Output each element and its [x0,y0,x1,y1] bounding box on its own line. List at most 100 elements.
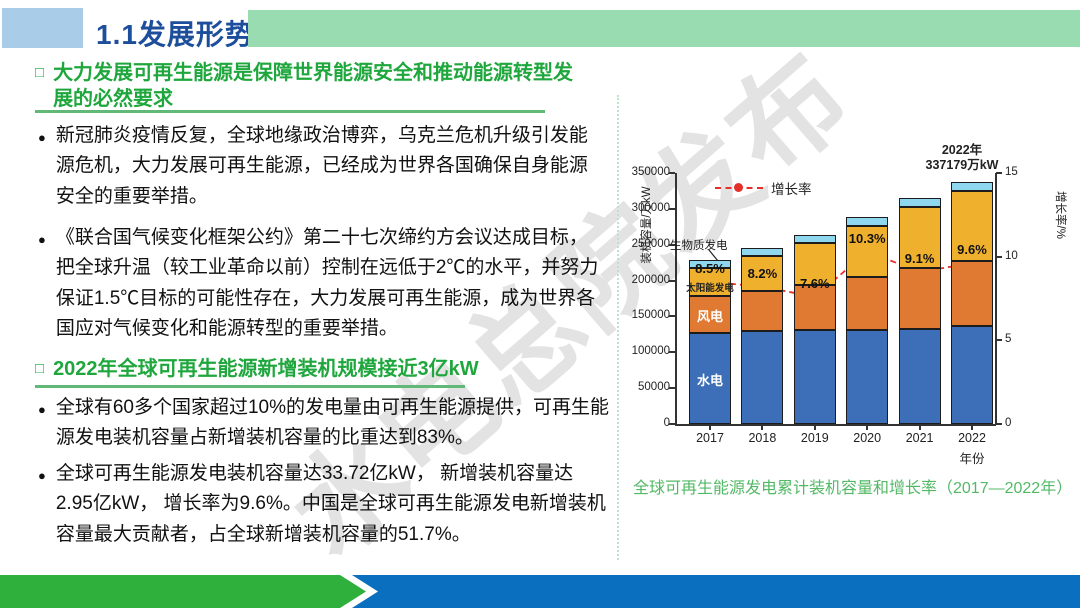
bar-segment-生物质发电 [846,217,889,227]
growth-rate-value-label: 9.6% [957,242,987,258]
y-tick-mark [669,172,675,174]
y-tick-mark [669,315,675,318]
growth-rate-value-label: 10.3% [848,230,886,246]
bullet-item: ● 新冠肺炎疫情反复，全球地缘政治博弈，乌克兰危机升级引发能源危机，大力发展可再… [38,121,606,212]
dot-bullet-icon: ● [38,232,46,247]
bar-segment-水电 [898,328,941,424]
x-axis-unit-label: 年份 [959,452,985,466]
series-label-水电: 水电 [696,373,723,389]
bar-segment-风电 [741,290,784,332]
bar-segment-水电 [846,330,889,424]
bar-segment-生物质发电 [793,234,836,244]
bar-segment-风电 [846,277,889,331]
y-tick-label: 50000 [638,381,670,394]
y-tick-label: 350000 [631,166,670,178]
legend-label: 增长率 [771,182,812,197]
peak-value-annotation: 2022年 337179万kW [882,143,1042,173]
bullet-text: 《联合国气候变化框架公约》第二十七次缔约方会议达成目标，把全球升温（较工业革命以… [55,227,599,340]
x-tick-label: 2018 [748,431,777,445]
bar-segment-太阳能发电 [898,207,941,269]
annotation-year: 2022年 [941,143,983,157]
bar-segment-太阳能发电 [741,255,784,291]
y2-tick-label: 0 [1005,417,1012,429]
y-tick-label: 100000 [631,345,670,358]
x-tick-label: 2022 [958,431,986,445]
bar-segment-风电 [689,295,731,333]
y2-axis-title: 增长率/% [1054,191,1066,239]
bar-segment-风电 [951,260,993,327]
y-tick-mark [669,351,675,354]
y-tick-mark [669,423,675,425]
bar-segment-生物质发电 [951,182,993,191]
y2-tick-mark [996,423,1002,425]
bar-segment-太阳能发电 [793,243,836,286]
x-tick-label: 2019 [800,431,829,445]
x-tick-mark [709,425,711,430]
y-tick-mark [669,207,675,210]
vertical-divider [617,95,619,560]
x-axis-line [675,424,996,426]
x-tick-mark [918,425,921,430]
growth-line-legend-icon [715,180,763,196]
bar-segment-风电 [898,268,941,329]
section-heading-1-text: 大力发展可再生能源是保障世界能源安全和推动能源转型发展的必然要求 [53,62,574,110]
bullet-text: 新冠肺炎疫情反复，全球地缘政治博弈，乌克兰危机升级引发能源危机，大力发展可再生能… [55,125,588,207]
header-accent-box [2,8,83,48]
growth-rate-value-label: 9.1% [904,250,935,266]
y2-axis-line [995,173,997,424]
bar-segment-生物质发电 [689,260,731,269]
y2-tick-mark [996,172,1002,174]
bullet-text: 全球有60多个国家超过10%的发电量由可再生能源提供，可再生能源发电装机容量占新… [55,397,610,449]
dot-bullet-icon: ● [38,468,46,483]
y-tick-mark [669,387,675,390]
growth-rate-value-label: 7.6% [799,275,830,291]
x-tick-mark [866,425,869,430]
y2-tick-label: 5 [1005,333,1012,346]
x-tick-mark [761,425,764,430]
y2-tick-label: 10 [1005,249,1018,262]
growth-rate-value-label: 8.5% [695,260,725,276]
bottom-blue-bar [352,575,1080,608]
bullet-text: 全球可再生能源发电装机容量达33.72亿kW， 新增装机容量达2.95亿kW， … [55,463,606,545]
bullet-item: ● 全球可再生能源发电装机容量达33.72亿kW， 新增装机容量达2.95亿kW… [38,459,610,550]
legend: 增长率 [715,178,812,198]
biomass-series-label: 生物质发电 [670,240,728,252]
y-tick-label: 250000 [631,237,670,250]
page-title: 1.1发展形势 [96,19,254,50]
dot-bullet-icon: ● [38,402,46,417]
y-tick-label: 300000 [631,201,670,214]
bar-segment-水电 [741,331,784,424]
y-tick-mark [669,279,675,282]
y-tick-label: 150000 [631,309,670,322]
x-tick-label: 2017 [696,431,724,445]
y2-tick-label: 15 [1005,166,1018,178]
square-bullet-icon: □ [35,360,45,377]
square-bullet-icon: □ [35,64,45,81]
y2-tick-mark [996,339,1002,342]
x-tick-label: 2021 [905,431,934,445]
heading-underline [35,110,545,113]
series-label-风电: 风电 [696,309,723,325]
dot-bullet-icon: ● [38,130,46,145]
y-axis-line [675,173,677,424]
series-label-太阳能发电: 太阳能发电 [686,283,734,295]
section-heading-2-text: 2022年全球可再生能源新增装机规模接近3亿kW [53,358,479,380]
x-tick-mark [813,425,816,430]
bar-segment-水电 [793,330,836,424]
y-tick-label: 0 [663,417,670,429]
growth-rate-value-label: 8.2% [747,265,778,281]
bar-segment-风电 [793,285,836,331]
bar-segment-生物质发电 [898,198,941,208]
bar-segment-水电 [689,332,731,424]
bar-segment-太阳能发电 [951,190,993,261]
x-tick-mark [971,425,973,430]
bar-segment-太阳能发电 [846,226,889,278]
bullet-item: ● 全球有60多个国家超过10%的发电量由可再生能源提供，可再生能源发电装机容量… [38,393,610,454]
bottom-green-arrow-bar [0,575,366,608]
section-heading-2: □ 2022年全球可再生能源新增装机规模接近3亿kW [35,357,600,383]
y2-tick-mark [996,255,1002,258]
bullet-item: ● 《联合国气候变化框架公约》第二十七次缔约方会议达成目标，把全球升温（较工业革… [38,223,606,345]
bar-segment-生物质发电 [741,247,784,256]
header-green-bar [248,10,1080,47]
